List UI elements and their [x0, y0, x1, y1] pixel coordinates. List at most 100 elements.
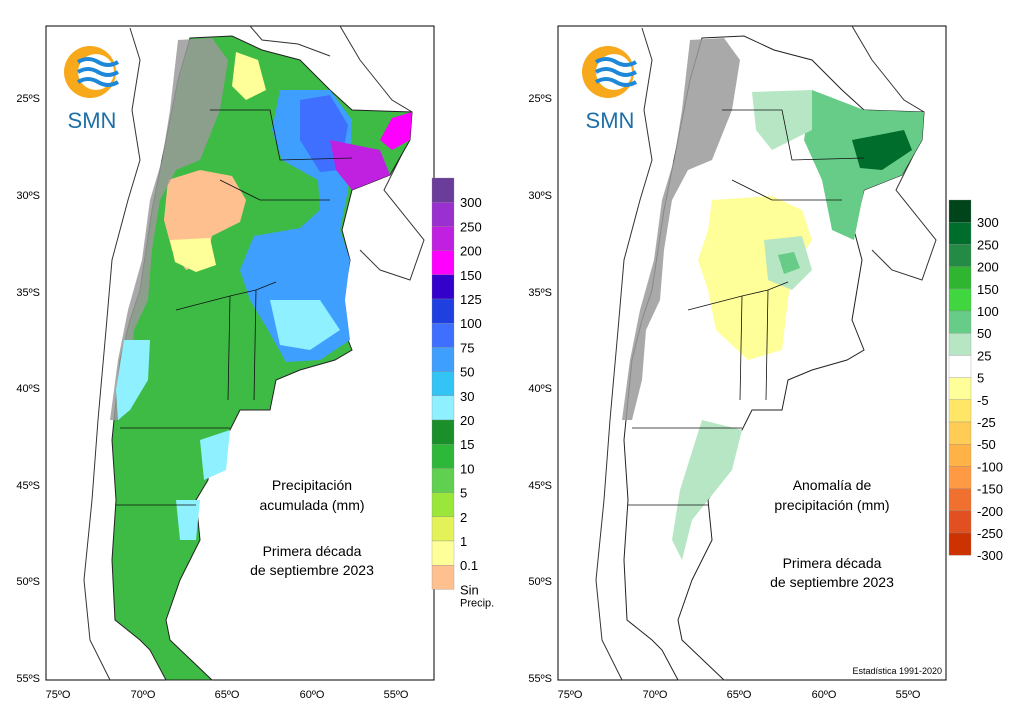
legend-swatch: [948, 488, 972, 511]
legend-swatch: [431, 565, 455, 590]
legend-label: 10: [460, 461, 474, 476]
map-title-line2: precipitación (mm): [774, 497, 889, 513]
precipitation-anomaly-map-panel: 25ºS 30ºS 35ºS 40ºS 45ºS 50ºS 55ºS 75ºO …: [512, 0, 1024, 720]
legend-label: -100: [977, 459, 1003, 474]
legend-label: 50: [977, 326, 991, 341]
legend-label: 15: [460, 437, 474, 452]
legend-swatch: [431, 419, 455, 445]
lat-tick: 55ºS: [528, 673, 552, 685]
lon-tick: 65ºO: [727, 689, 752, 701]
lat-tick: 40ºS: [16, 383, 40, 395]
map-title-line1: Anomalía de: [793, 477, 872, 493]
legend-swatch: [431, 492, 455, 517]
south-coast-wet-patch: [176, 500, 200, 540]
legend-swatch: [948, 510, 972, 534]
neighbor-borders: [851, 25, 937, 281]
legend-label: 250: [460, 219, 482, 234]
central-positive-anomaly-core: [778, 252, 800, 274]
legend-label: 250: [977, 237, 999, 252]
province-borders: [116, 109, 353, 506]
andes-terrain: [622, 38, 740, 420]
lat-tick: 30ºS: [528, 190, 552, 202]
lon-axis: 75ºO 70ºO 65ºO 60ºO 55ºO: [46, 689, 409, 701]
legend-label: 200: [977, 260, 999, 275]
map-subtitle-line2: de septiembre 2023: [770, 574, 894, 590]
lon-tick: 55ºO: [896, 689, 921, 701]
legend-swatch: [948, 310, 972, 334]
legend-swatch: [948, 333, 972, 356]
legend-label: 150: [977, 282, 999, 297]
light-blue-area: [270, 300, 340, 350]
legend-label: -300: [977, 548, 1003, 563]
legend-label: 5: [460, 486, 467, 501]
lon-tick: 75ºO: [558, 689, 583, 701]
lon-tick: 75ºO: [46, 689, 71, 701]
andes-terrain: [110, 38, 228, 420]
lon-tick: 60ºO: [812, 689, 837, 701]
lon-tick: 55ºO: [384, 689, 409, 701]
patagonia-positive-anomaly: [672, 420, 742, 560]
legend-swatch: [948, 266, 972, 289]
legend-label: -50: [977, 437, 996, 452]
legend-swatch: [431, 323, 455, 348]
patagonia-wet-patch: [116, 340, 150, 420]
lat-tick: 45ºS: [16, 480, 40, 492]
legend-label: 100: [460, 316, 482, 331]
legend-swatch: [431, 347, 455, 372]
legend-swatch: [948, 222, 972, 245]
negative-anomaly-area: [698, 196, 812, 360]
accumulated-precipitation-map: 25ºS 30ºS 35ºS 40ºS 45ºS 50ºS 55ºS 75ºO …: [16, 25, 494, 701]
lat-tick: 50ºS: [16, 576, 40, 588]
legend-swatch: [431, 516, 455, 542]
north-light-precip-area: [232, 52, 266, 100]
lon-tick: 65ºO: [215, 689, 240, 701]
map-subtitle-line1: Primera década: [263, 543, 362, 559]
smn-logo: SMN: [582, 46, 638, 133]
lat-tick: 30ºS: [16, 190, 40, 202]
map-title-line2: acumulada (mm): [259, 497, 364, 513]
smn-logo: SMN: [64, 46, 120, 133]
legend-label: -25: [977, 415, 996, 430]
map-title-line1: Precipitación: [272, 477, 352, 493]
light-precip-area: [170, 238, 216, 272]
lat-tick: 50ºS: [528, 576, 552, 588]
legend-swatch: [431, 395, 455, 421]
bolivia-border: [249, 25, 331, 57]
lat-axis: 25ºS 30ºS 35ºS 40ºS 45ºS 50ºS 55ºS: [16, 93, 40, 685]
chile-outline: [595, 27, 653, 681]
legend-swatch: [431, 202, 455, 227]
legend-swatch: [948, 532, 972, 556]
lat-axis: 25ºS 30ºS 35ºS 40ºS 45ºS 50ºS 55ºS: [528, 93, 552, 685]
accumulated-precipitation-map-panel: 25ºS 30ºS 35ºS 40ºS 45ºS 50ºS 55ºS 75ºO …: [16, 25, 494, 701]
legend-swatch: [431, 444, 455, 469]
legend-label: 5: [977, 371, 984, 386]
light-positive-anomaly-area: [752, 90, 812, 150]
legend-swatch: [431, 371, 455, 396]
legend-swatch: [948, 199, 972, 223]
map-subtitle-line2: de septiembre 2023: [250, 562, 374, 578]
legend-label: Precip.: [460, 597, 494, 609]
legend-label: -200: [977, 504, 1003, 519]
anomaly-legend: 300 250 200 150 100 50 25 5 -5 -25 -50 -100 -150 -200…: [948, 199, 1003, 563]
precipitation-anomaly-map: 25ºS 30ºS 35ºS 40ºS 45ºS 50ºS 55ºS 75ºO …: [528, 25, 1003, 701]
legend-swatch: [948, 399, 972, 423]
legend-swatch: [948, 355, 972, 378]
legend-label: 25: [977, 348, 991, 363]
neighbor-borders: [339, 25, 425, 281]
legend-label: 30: [460, 389, 474, 404]
legend-label: 150: [460, 268, 482, 283]
strong-positive-anomaly-area: [852, 130, 912, 170]
legend-swatch: [948, 444, 972, 467]
lon-tick: 70ºO: [131, 689, 156, 701]
legend-label: Sin: [460, 582, 479, 597]
legend-swatch: [431, 226, 455, 251]
legend-label: 2: [460, 510, 467, 525]
legend-swatch: [948, 377, 972, 400]
logo-text: SMN: [586, 108, 635, 133]
misiones-peak-area: [380, 112, 412, 150]
lon-tick: 60ºO: [300, 689, 325, 701]
lat-tick: 25ºS: [16, 93, 40, 105]
lat-tick: 55ºS: [16, 673, 40, 685]
legend-label: -5: [977, 393, 989, 408]
legend-swatch: [948, 288, 972, 312]
